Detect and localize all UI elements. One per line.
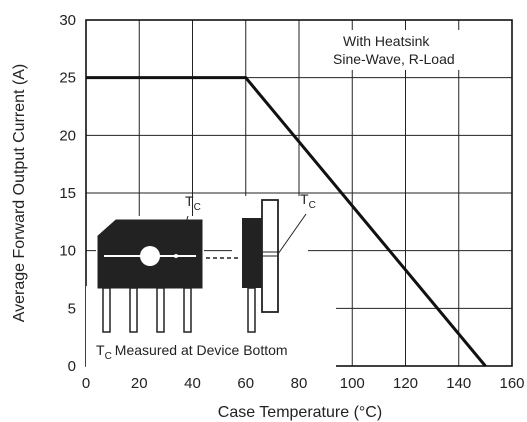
x-axis-label: Case Temperature (°C): [218, 404, 382, 421]
y-tick-label: 25: [59, 70, 76, 87]
y-tick-label: 0: [68, 358, 76, 375]
y-tick-label: 15: [59, 185, 76, 202]
x-tick-label: 160: [499, 375, 524, 392]
x-tick-label: 40: [184, 375, 201, 392]
x-tick-label: 100: [340, 375, 365, 392]
x-tick-label: 120: [393, 375, 418, 392]
x-tick-label: 140: [446, 375, 471, 392]
x-tick-labels: 0 20 40 60 80 100 120 140 160: [82, 375, 525, 392]
device-illustration: [86, 215, 336, 368]
tc-measurement-note: TC Measured at Device Bottom: [96, 342, 288, 362]
y-axis-label: Average Forward Output Current (A): [11, 64, 28, 322]
tc-label-front: TC: [185, 193, 201, 213]
derating-curve: [86, 76, 487, 367]
y-tick-label: 5: [68, 300, 76, 317]
y-tick-label: 10: [59, 243, 76, 260]
y-tick-labels: 0 5 10 15 20 25 30: [59, 12, 76, 375]
condition-load-text: Sine-Wave, R-Load: [333, 51, 455, 67]
x-tick-label: 80: [291, 375, 308, 392]
condition-heatsink-text: With Heatsink: [343, 33, 430, 49]
tc-label-side: TC: [300, 191, 316, 211]
x-tick-label: 60: [237, 375, 254, 392]
y-tick-label: 30: [59, 12, 76, 29]
x-tick-label: 0: [82, 375, 90, 392]
x-tick-label: 20: [131, 375, 148, 392]
y-tick-label: 20: [59, 127, 76, 144]
side-view-illustration: [206, 196, 308, 333]
